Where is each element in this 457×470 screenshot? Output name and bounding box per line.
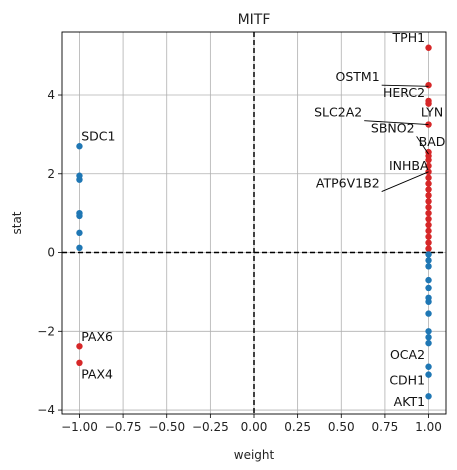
data-point — [425, 239, 432, 246]
data-point — [76, 244, 83, 252]
y-axis-label: stat — [10, 211, 24, 234]
x-tick-label: −0.75 — [105, 420, 142, 434]
data-point — [425, 328, 432, 335]
x-axis-label: weight — [234, 448, 275, 462]
data-point — [76, 143, 83, 150]
data-point — [425, 233, 432, 240]
gene-label: AKT1 — [394, 394, 425, 409]
gene-label: BAD — [419, 134, 446, 149]
data-point — [76, 343, 83, 350]
gene-label: SDC1 — [81, 128, 115, 143]
y-tick-label: 2 — [47, 167, 55, 181]
data-points — [76, 44, 432, 400]
gene-label: ATP6V1B2 — [316, 176, 380, 191]
data-point — [76, 359, 83, 367]
data-point — [425, 363, 432, 370]
data-point — [425, 251, 432, 258]
gene-label: PAX4 — [81, 367, 113, 382]
y-tick-label: −4 — [37, 403, 55, 417]
gene-label: OCA2 — [390, 347, 425, 362]
x-tick-label: −1.00 — [61, 420, 98, 434]
gene-label: INHBA — [389, 158, 429, 173]
annotation-leader-line — [416, 136, 429, 155]
data-point — [425, 186, 432, 193]
reference-lines — [62, 32, 446, 414]
x-tick-label: 0.25 — [284, 420, 311, 434]
data-point — [76, 176, 83, 183]
data-point — [425, 156, 432, 164]
data-point — [425, 81, 432, 89]
x-tick-label: 0.75 — [372, 420, 399, 434]
data-point — [425, 204, 432, 211]
gene-label: HERC2 — [383, 85, 425, 100]
data-point — [425, 371, 432, 378]
data-point — [425, 180, 432, 187]
data-point — [425, 174, 432, 181]
y-tick-label: 0 — [47, 246, 55, 260]
data-point — [425, 162, 432, 170]
gene-label: OSTM1 — [336, 69, 380, 84]
data-point — [425, 257, 432, 264]
data-point — [425, 100, 432, 107]
axis-ticks: −1.00 −0.75 −0.50 −0.25 0.00 0.25 0.50 0.75 1.00… — [37, 88, 442, 434]
data-point — [76, 212, 83, 220]
data-point — [425, 221, 432, 229]
data-point — [425, 192, 432, 199]
data-point — [425, 215, 432, 223]
data-point — [425, 334, 432, 341]
annotation-leader-line — [381, 84, 429, 87]
x-tick-label: 0.00 — [241, 420, 268, 434]
data-point — [425, 310, 432, 317]
data-point — [425, 209, 432, 217]
annotation-leader-line — [381, 171, 429, 192]
data-point — [425, 393, 432, 400]
gene-label: PAX6 — [81, 329, 113, 344]
data-point — [425, 284, 432, 292]
annotation-leader-line — [364, 120, 429, 125]
gene-label: SLC2A2 — [314, 105, 362, 120]
data-point — [425, 198, 432, 205]
data-point — [425, 245, 432, 252]
data-point — [425, 44, 432, 51]
data-point — [425, 227, 432, 235]
x-tick-label: −0.50 — [148, 420, 185, 434]
x-tick-label: −0.25 — [192, 420, 229, 434]
data-point — [425, 263, 432, 270]
gene-label: SBNO2 — [371, 120, 415, 135]
data-point — [425, 298, 432, 305]
y-tick-label: 4 — [47, 88, 55, 102]
chart-title: MITF — [238, 12, 271, 28]
data-point — [425, 339, 432, 347]
gene-label: CDH1 — [389, 372, 425, 387]
x-tick-label: 1.00 — [415, 420, 442, 434]
gene-label: TPH1 — [392, 30, 426, 45]
y-tick-label: −2 — [37, 324, 55, 338]
data-point — [76, 229, 83, 237]
gene-label: LYN — [421, 105, 443, 120]
x-tick-label: 0.50 — [328, 420, 355, 434]
data-point — [425, 276, 432, 284]
